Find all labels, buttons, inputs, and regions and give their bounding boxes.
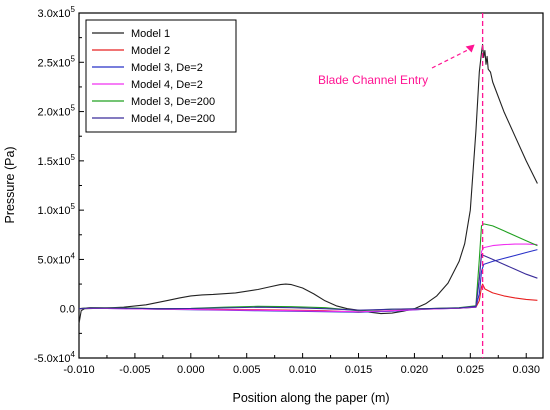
x-tick-label: 0.005 — [233, 364, 261, 376]
x-tick-label: 0.030 — [512, 364, 540, 376]
legend: Model 1 Model 2 Model 3, De=2 Model 4, De=2… — [85, 19, 237, 133]
annotation: Blade Channel Entry — [318, 44, 475, 87]
x-tick-label: 0.015 — [345, 364, 373, 376]
x-tick-label: -0.005 — [119, 364, 150, 376]
y-tick-label: 2.0x105 — [38, 104, 76, 119]
series-line — [78, 43, 538, 324]
x-tick-label: -0.010 — [63, 364, 94, 376]
legend-label: Model 3, De=2 — [131, 62, 203, 74]
legend-label: Model 2 — [131, 45, 170, 57]
x-tick-label: 0.000 — [177, 364, 205, 376]
y-tick-label: 1.5x105 — [38, 153, 76, 168]
series-line — [78, 253, 538, 311]
annotation-arrow — [431, 48, 471, 69]
series-line — [78, 243, 538, 313]
annotation-label: Blade Channel Entry — [318, 73, 428, 87]
y-tick-label: 1.0x105 — [38, 202, 76, 217]
series-line — [78, 249, 538, 313]
x-tick-label: 0.010 — [289, 364, 317, 376]
legend-label: Model 1 — [131, 28, 170, 40]
annotation-arrow-head — [465, 44, 475, 53]
series-line — [78, 223, 538, 312]
legend-box — [85, 19, 237, 133]
y-tick-label: 5.0x104 — [38, 251, 76, 266]
y-axis-title: Pressure (Pa) — [3, 146, 17, 223]
y-tick-label: 0.0 — [60, 304, 75, 316]
legend-label: Model 3, De=200 — [131, 96, 215, 108]
y-ticks: -5.0x104 0.0 5.0x104 1.0x105 1.5x105 2.0x105 2… — [34, 5, 84, 365]
y-tick-label: 3.0x105 — [38, 5, 76, 20]
series-layer — [78, 43, 538, 324]
legend-label: Model 4, De=200 — [131, 113, 215, 125]
legend-label: Model 4, De=2 — [131, 79, 203, 91]
x-ticks: -0.010 -0.005 0.000 0.005 0.010 0.015 0.020 0.0… — [63, 353, 540, 376]
y-tick-label: -5.0x104 — [34, 350, 76, 365]
x-axis-title: Position along the paper (m) — [232, 391, 389, 405]
x-tick-label: 0.025 — [457, 364, 485, 376]
x-tick-label: 0.020 — [401, 364, 429, 376]
y-tick-label: 2.5x105 — [38, 54, 76, 69]
